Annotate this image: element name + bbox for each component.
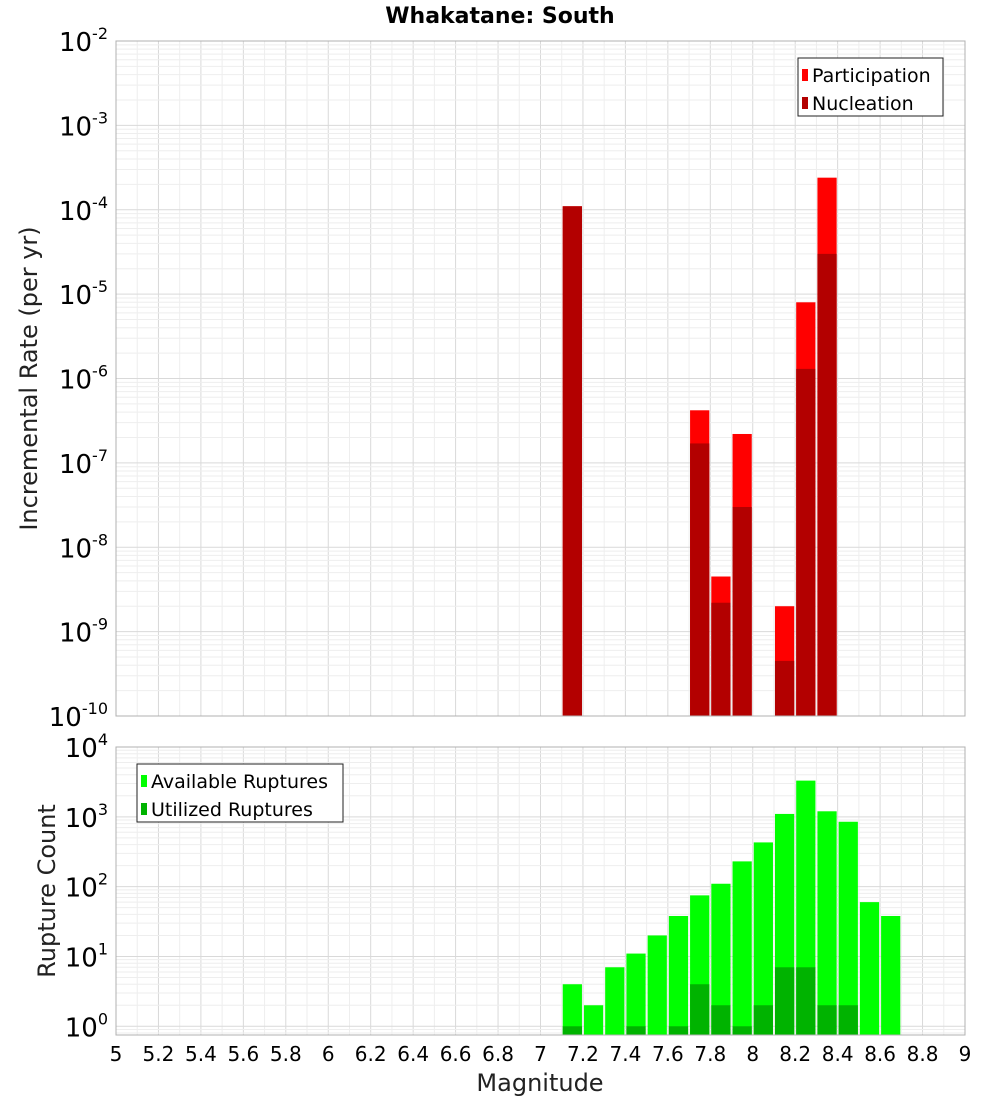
- y-tick-label: 10-2: [59, 24, 108, 58]
- x-tick-label: 8: [746, 1042, 759, 1066]
- legend: Participation Nucleation: [797, 57, 944, 117]
- plot-frame: [115, 746, 966, 1036]
- bar-available-ruptures: [838, 821, 858, 1035]
- y-tick-label: 10-9: [59, 615, 108, 649]
- chart-title: Whakatane: South: [385, 4, 614, 29]
- y-tick-label: 100: [65, 1009, 108, 1043]
- legend-swatch: [802, 97, 808, 109]
- x-tick-label: 5.2: [143, 1042, 175, 1066]
- y-tick-label: 10-10: [49, 699, 108, 733]
- grid: [115, 41, 966, 717]
- bar-available-ruptures: [753, 842, 773, 1035]
- bars: [562, 177, 837, 716]
- x-tick-label: 6.4: [397, 1042, 429, 1066]
- plot-frame: [115, 40, 966, 717]
- x-tick-label: 5: [110, 1042, 123, 1066]
- bar-available-ruptures: [711, 883, 731, 1035]
- x-tick-label: 6: [322, 1042, 335, 1066]
- y-tick-label: 104: [65, 730, 108, 764]
- y-tick-label: 101: [65, 939, 108, 973]
- y-axis-label: Incremental Rate (per yr): [15, 226, 43, 530]
- y-tick-label: 103: [65, 800, 108, 834]
- bar-nucleation: [690, 443, 710, 716]
- bar-utilized-ruptures: [562, 1026, 582, 1035]
- x-tick-label: 8.4: [822, 1042, 854, 1066]
- x-tick-label: 5.8: [270, 1042, 302, 1066]
- x-tick-label: 9: [959, 1042, 972, 1066]
- x-tick-label: 8.2: [779, 1042, 811, 1066]
- bar-utilized-ruptures: [690, 984, 710, 1035]
- bar-utilized-ruptures: [668, 1026, 689, 1035]
- legend: Available Ruptures Utilized Ruptures: [136, 763, 344, 823]
- bar-available-ruptures: [859, 902, 880, 1035]
- y-tick-label: 10-4: [59, 193, 108, 227]
- x-tick-label: 5.4: [185, 1042, 217, 1066]
- legend-box: [797, 57, 944, 117]
- bar-nucleation: [796, 368, 816, 716]
- bar-utilized-ruptures: [774, 967, 795, 1035]
- bar-available-ruptures: [881, 915, 901, 1035]
- legend-swatch: [802, 69, 808, 81]
- bar-nucleation: [711, 602, 731, 716]
- y-tick-label: 10-7: [59, 446, 108, 480]
- bar-utilized-ruptures: [711, 1005, 731, 1035]
- rupture-count-panel: 100 101 102 103 104 Rupture Count Available Ru…: [33, 730, 971, 1066]
- legend-label: Nucleation: [812, 93, 914, 115]
- y-tick-label: 10-3: [59, 108, 108, 142]
- bar-available-ruptures: [583, 1005, 604, 1035]
- legend-label: Utilized Ruptures: [151, 799, 313, 821]
- bar-available-ruptures: [647, 935, 667, 1035]
- bar-nucleation: [562, 206, 582, 716]
- bars: [562, 780, 901, 1035]
- bar-nucleation: [774, 660, 795, 716]
- bar-utilized-ruptures: [796, 967, 816, 1035]
- x-tick-label: 7.2: [567, 1042, 599, 1066]
- y-tick-label: 10-6: [59, 362, 108, 396]
- x-tick-label: 6.6: [440, 1042, 472, 1066]
- x-tick-label: 8.6: [864, 1042, 896, 1066]
- x-tick-label: 6.2: [355, 1042, 387, 1066]
- y-tick-label: 10-8: [59, 530, 108, 564]
- bar-utilized-ruptures: [753, 1005, 773, 1035]
- x-axis-label: Magnitude: [476, 1069, 603, 1097]
- bar-nucleation: [817, 253, 837, 716]
- bar-nucleation: [732, 506, 752, 716]
- bar-available-ruptures: [732, 861, 752, 1035]
- x-tick-label: 6.8: [482, 1042, 514, 1066]
- legend-label: Participation: [812, 65, 931, 87]
- y-tick-label: 102: [65, 870, 108, 904]
- rate-panel: 10-10 10-9 10-8 10-7 10-6 10-5 10-4 10-3 10-2 Inc…: [15, 24, 966, 733]
- bar-available-ruptures: [626, 953, 646, 1035]
- bar-available-ruptures: [817, 811, 837, 1035]
- bar-utilized-ruptures: [838, 1005, 858, 1035]
- legend-swatch: [141, 803, 147, 815]
- x-tick-label: 7.4: [609, 1042, 641, 1066]
- x-tick-label: 7.8: [694, 1042, 726, 1066]
- bar-utilized-ruptures: [626, 1026, 646, 1035]
- x-tick-label: 7.6: [652, 1042, 684, 1066]
- y-axis-label: Rupture Count: [33, 804, 61, 978]
- legend-swatch: [141, 775, 147, 787]
- legend-label: Available Ruptures: [151, 771, 328, 793]
- x-tick-label: 7: [534, 1042, 547, 1066]
- bar-available-ruptures: [562, 984, 582, 1035]
- legend-box: [136, 763, 344, 823]
- bar-utilized-ruptures: [732, 1026, 752, 1035]
- x-tick-label: 5.6: [227, 1042, 259, 1066]
- bar-available-ruptures: [668, 915, 689, 1035]
- bar-utilized-ruptures: [817, 1005, 837, 1035]
- y-tick-label: 10-5: [59, 277, 108, 311]
- x-tick-label: 8.8: [907, 1042, 939, 1066]
- bar-available-ruptures: [605, 967, 625, 1035]
